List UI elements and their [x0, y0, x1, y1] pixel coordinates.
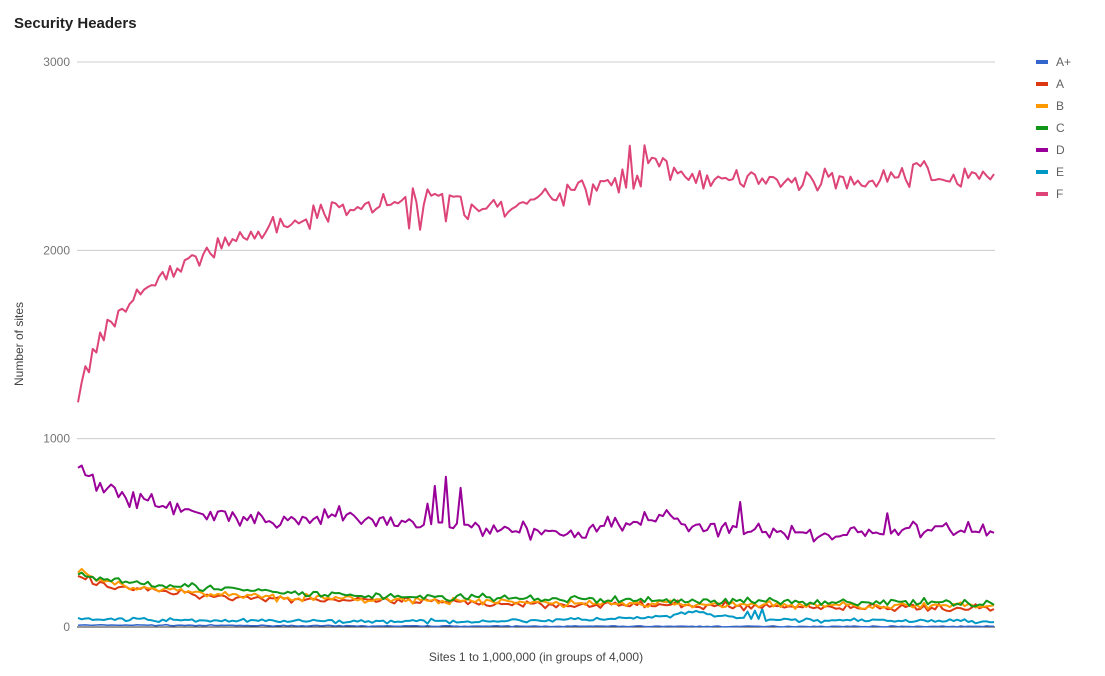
legend-label: B [1056, 99, 1064, 113]
legend-swatch [1036, 82, 1048, 86]
series-line-c [77, 571, 995, 608]
y-tick-label: 3000 [43, 55, 70, 69]
legend-label: A+ [1056, 55, 1071, 69]
y-tick-label: 0 [63, 620, 70, 634]
series-lines [77, 144, 995, 628]
legend-label: D [1056, 143, 1065, 157]
x-axis-label: Sites 1 to 1,000,000 (in groups of 4,000… [429, 650, 643, 664]
series-line-a-plus [77, 623, 994, 628]
legend-label: F [1056, 187, 1063, 201]
series-line-b [77, 567, 995, 610]
chart-title: Security Headers [14, 15, 137, 32]
y-tick-label: 2000 [43, 243, 70, 257]
legend-swatch [1036, 104, 1048, 108]
legend-swatch [1036, 60, 1048, 64]
legend-swatch [1036, 170, 1048, 174]
y-axis-tick-labels: 0 1000 2000 3000 [43, 55, 70, 634]
y-axis-label: Number of sites [12, 302, 26, 386]
series-line-f [77, 144, 995, 403]
series-line-e [77, 607, 995, 625]
legend-label: A [1056, 77, 1064, 91]
gridlines [77, 61, 995, 440]
legend-swatch [1036, 148, 1048, 152]
legend-swatch [1036, 192, 1048, 196]
series-line-d [77, 464, 995, 543]
legend-swatch [1036, 126, 1048, 130]
y-tick-label: 1000 [43, 432, 70, 446]
legend-label: C [1056, 121, 1065, 135]
legend-label: E [1056, 165, 1064, 179]
